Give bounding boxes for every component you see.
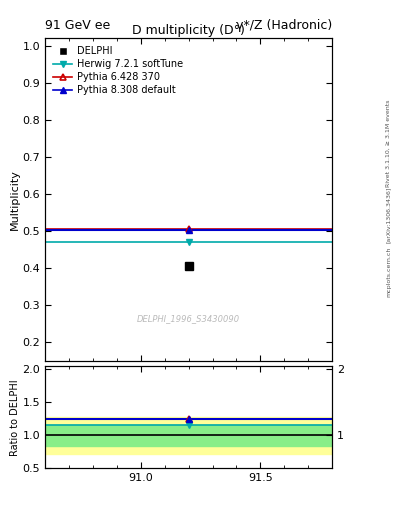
Text: γ*/Z (Hadronic): γ*/Z (Hadronic)	[236, 19, 332, 32]
Bar	[45, 425, 332, 445]
Text: 91 GeV ee: 91 GeV ee	[45, 19, 110, 32]
Title: D multiplicity (D°): D multiplicity (D°)	[132, 24, 245, 37]
Y-axis label: Ratio to DELPHI: Ratio to DELPHI	[10, 379, 20, 456]
Text: [arXiv:1306.3436]: [arXiv:1306.3436]	[386, 187, 391, 243]
Text: mcplots.cern.ch: mcplots.cern.ch	[386, 246, 391, 296]
Legend: DELPHI, Herwig 7.2.1 softTune, Pythia 6.428 370, Pythia 8.308 default: DELPHI, Herwig 7.2.1 softTune, Pythia 6.…	[53, 47, 184, 95]
Text: DELPHI_1996_S3430090: DELPHI_1996_S3430090	[137, 314, 240, 324]
Y-axis label: Multiplicity: Multiplicity	[10, 169, 20, 230]
Text: Rivet 3.1.10, ≥ 3.1M events: Rivet 3.1.10, ≥ 3.1M events	[386, 100, 391, 187]
Bar	[45, 417, 332, 454]
